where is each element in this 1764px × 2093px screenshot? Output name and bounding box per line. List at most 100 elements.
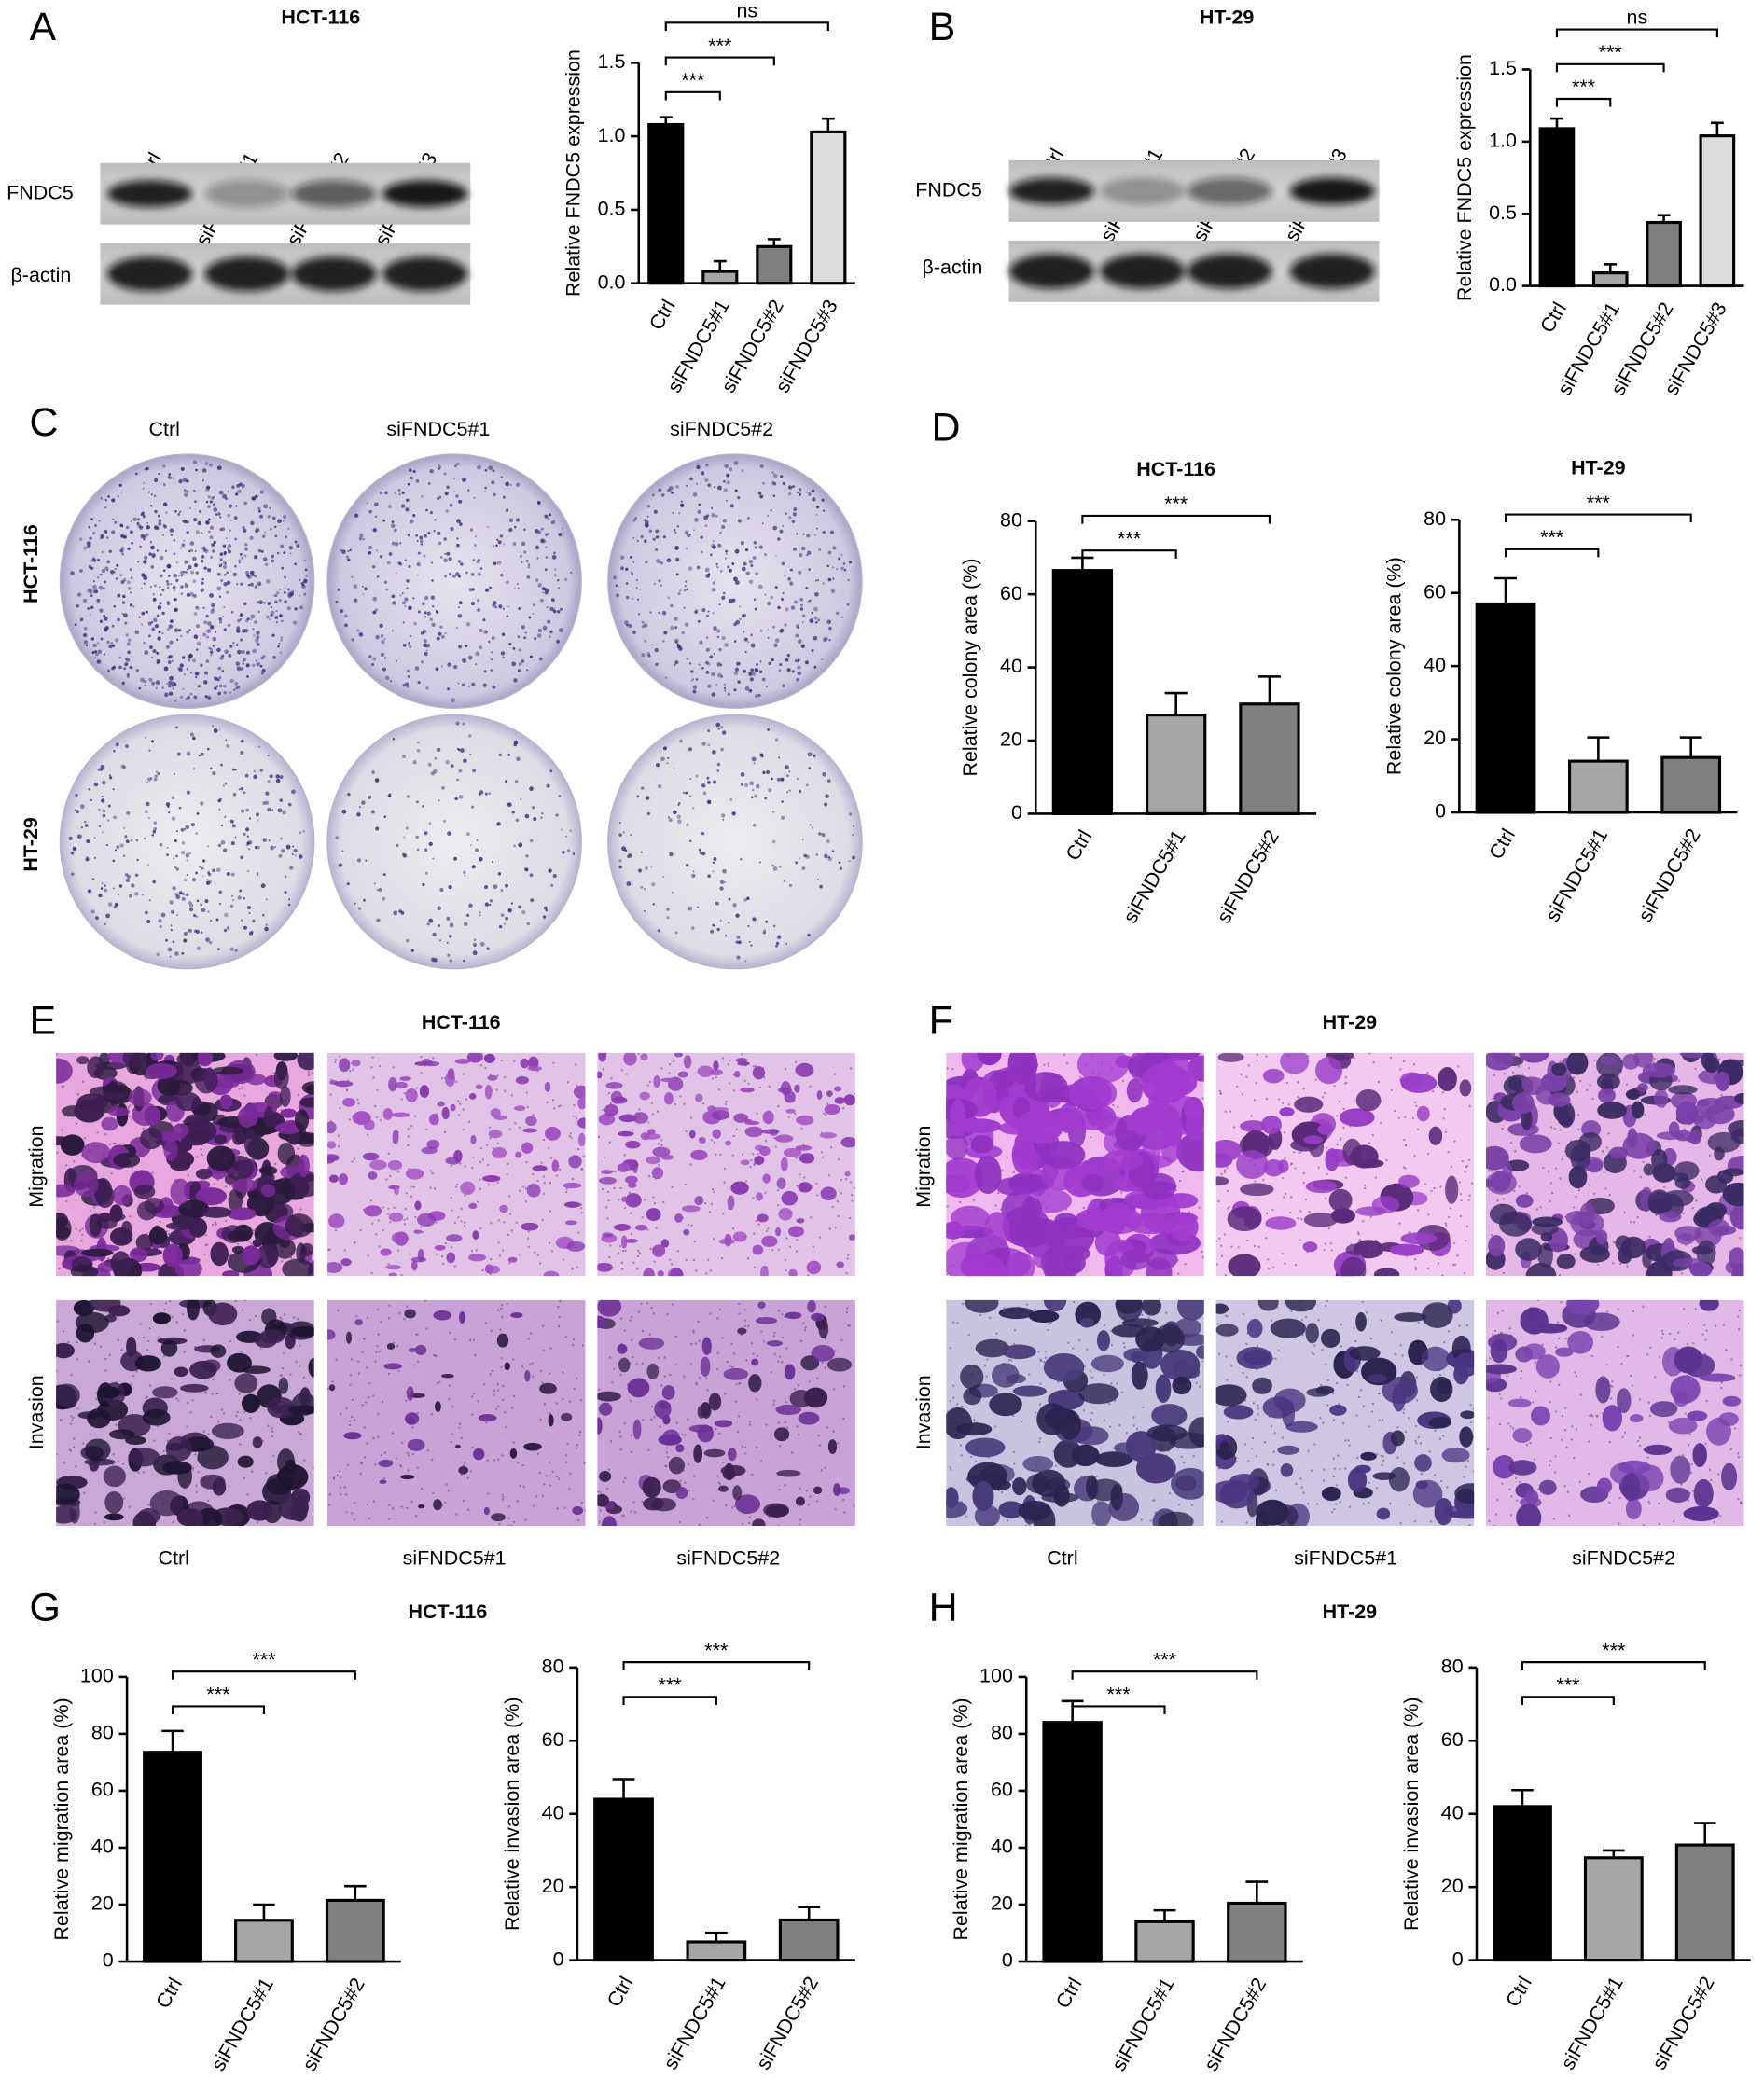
micro-cell [388,1085,396,1090]
micro-pore [721,1337,724,1339]
micro-cell [564,1201,581,1208]
colony-dot [701,831,705,836]
micro-pore [620,1261,624,1264]
micro-cell [1151,1068,1198,1098]
micro-pore [361,1404,364,1407]
colony-dot [436,747,441,753]
micro-pore [67,1340,70,1344]
micro-pore [549,1347,552,1350]
colony-dot [150,546,154,549]
colony-dot [168,624,174,629]
colony-dot [127,587,132,590]
colony-dot [94,856,97,859]
micro-pore [669,1373,672,1377]
micro-pore [83,1491,86,1494]
micro-pore [743,1319,747,1322]
colony-dot [685,547,688,550]
micro-cell [404,1309,416,1319]
colony-dot [740,783,743,786]
colony-dot [368,509,372,514]
micro-pore [518,1253,521,1256]
micro-pore [108,1353,111,1357]
colony-dot [462,722,465,726]
colony-dot [523,528,526,531]
colony-dot [211,543,215,548]
colony-dot [683,606,686,609]
micro-pore [549,1181,552,1185]
colony-dot [205,937,210,942]
micro-pore [565,1454,568,1457]
micro-cell [662,1479,682,1494]
colony-dot [275,620,279,624]
micro-pore [832,1388,836,1391]
colony-dot [492,861,494,864]
colony-dot [382,519,386,522]
colony-dot [151,553,156,559]
colony-dot [148,677,153,682]
micro-cell [475,1084,483,1089]
colony-dot [130,576,133,580]
micro-cell [661,1385,675,1400]
micro-pore [527,1237,530,1240]
micro-cell [752,1244,764,1255]
colony-dot [512,542,517,546]
colony-dot [143,641,146,645]
colony-dot [372,657,377,661]
micro-cell [308,1357,314,1378]
micro-pore [343,1249,346,1252]
colony-dot [194,500,197,504]
micro-pore [824,1366,826,1369]
colony-dot [214,631,217,633]
micro-pore [490,1329,493,1332]
colony-dot [223,582,228,587]
micro-cell [1008,1172,1042,1195]
colony-dot [112,788,115,791]
micro-pore [709,1312,712,1315]
colony-dot [546,783,550,788]
colony-dot [361,585,364,588]
colony-dot [294,607,298,611]
micro-pore [525,1160,528,1164]
colony-dot [809,824,812,826]
colony-dot [153,494,157,497]
micro-pore [153,1439,156,1442]
colony-dot [165,511,168,514]
micro-pore [632,1261,635,1264]
colony-dot [213,540,216,545]
micro-pore [834,1227,837,1229]
micro-pore [486,1144,489,1146]
colony-dot [258,745,261,748]
colony-dot [272,655,277,659]
micro-pore [351,1398,354,1402]
colony-dot [807,933,811,937]
colony-dot [151,833,154,837]
colony-dot [802,533,805,535]
micro-pore [772,1335,776,1338]
colony-dot [690,680,693,682]
micro-cell [387,1160,403,1171]
micro-cell [959,1118,1002,1133]
colony-dot [465,913,470,918]
colony-dot [513,587,516,589]
colony-dot [492,603,496,608]
colony-dot [490,658,493,661]
colony-dot [526,922,531,926]
micro-pore [462,1499,465,1503]
micro-cell [625,1175,638,1185]
colony-dot [224,497,229,501]
colony-dot [146,801,150,807]
colony-dot [515,482,521,487]
micro-pore [527,1245,530,1249]
colony-dot [206,621,212,626]
colony-dot [125,878,131,883]
colony-dot [171,816,176,821]
micro-pore [565,1190,568,1194]
colony-dot [785,658,789,662]
micro-cell [788,1268,798,1277]
colony-dot [663,631,668,635]
colony-dot [505,916,509,921]
colony-dot [752,823,757,827]
micro-cell [152,1312,172,1324]
micro-pore [507,1524,510,1527]
micro-pore [88,1360,90,1363]
